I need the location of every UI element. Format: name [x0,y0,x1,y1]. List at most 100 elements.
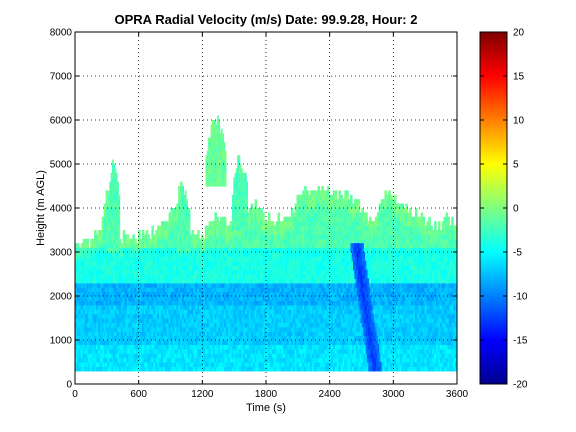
velocity-cell [214,348,217,354]
velocity-cell [208,291,212,297]
velocity-cell [246,274,250,279]
velocity-cell [178,287,181,293]
velocity-cell [151,247,154,253]
velocity-cell [99,322,103,328]
velocity-cell [220,318,223,323]
velocity-cell [285,252,288,257]
velocity-cell [260,287,263,293]
velocity-cell [237,278,240,284]
velocity-cell [202,238,206,244]
velocity-cell [325,309,328,315]
velocity-cell [346,287,349,293]
velocity-cell [208,269,212,275]
velocity-cell [313,335,317,341]
velocity-cell [159,269,162,275]
velocity-cell [99,274,103,279]
velocity-cell [267,269,271,275]
velocity-cell [185,340,189,345]
velocity-cell [246,348,250,354]
velocity-cell [264,291,267,297]
velocity-cell [285,282,288,288]
velocity-cell [304,353,307,359]
velocity-cell [208,243,212,249]
velocity-cell [271,265,275,271]
velocity-cell [214,221,217,227]
velocity-cell [170,296,174,301]
velocity-cell [306,199,309,205]
velocity-cell [241,357,244,363]
velocity-cell [75,252,78,257]
velocity-cell [157,335,160,341]
velocity-cell [344,269,347,275]
velocity-cell [266,357,269,363]
velocity-cell [235,282,238,288]
velocity-cell [256,208,259,213]
velocity-cell [149,366,152,372]
velocity-cell [321,331,324,337]
velocity-cell [220,234,223,240]
velocity-cell [136,296,139,301]
velocity-cell [321,199,324,205]
velocity-cell [103,260,107,266]
velocity-cell [99,238,103,244]
velocity-cell [267,362,271,367]
velocity-cell [201,296,204,301]
velocity-cell [216,309,219,315]
velocity-cell [170,300,174,306]
velocity-cell [138,348,141,354]
velocity-cell [264,252,267,257]
velocity-cell [94,340,97,345]
velocity-cell [181,300,185,306]
velocity-cell [197,238,200,244]
velocity-cell [172,300,175,306]
velocity-cell [212,357,216,363]
velocity-cell [323,282,326,288]
velocity-cell [225,260,229,266]
velocity-cell [132,309,135,315]
velocity-cell [151,230,154,235]
velocity-cell [336,199,340,205]
velocity-cell [311,322,315,328]
velocity-cell [273,278,277,284]
velocity-cell [113,335,116,341]
velocity-cell [308,208,311,213]
velocity-cell [103,313,107,319]
velocity-cell [231,335,235,341]
velocity-cell [327,353,330,359]
velocity-cell [193,348,196,354]
velocity-cell [288,269,292,275]
velocity-cell [248,256,252,262]
velocity-cell [311,265,315,271]
velocity-cell [155,353,158,359]
velocity-cell [321,313,324,319]
velocity-cell [292,318,296,323]
velocity-cell [239,274,242,279]
velocity-cell [99,357,103,363]
velocity-cell [266,296,269,301]
velocity-cell [147,340,151,345]
velocity-cell [208,234,212,240]
velocity-cell [340,243,343,249]
velocity-cell [248,340,252,345]
velocity-cell [329,353,332,359]
velocity-cell [145,348,149,354]
velocity-cell [141,313,145,319]
velocity-cell [204,313,208,319]
velocity-cell [172,313,175,319]
velocity-cell [94,274,97,279]
velocity-cell [168,216,172,222]
velocity-cell [306,190,309,196]
velocity-cell [302,260,305,266]
velocity-cell [260,353,263,359]
velocity-cell [189,344,193,350]
velocity-cell [344,265,347,271]
velocity-cell [241,230,244,235]
velocity-cell [319,230,322,235]
velocity-cell [164,322,168,328]
velocity-cell [300,318,303,323]
velocity-cell [124,278,128,284]
velocity-cell [229,331,233,337]
velocity-cell [323,243,326,249]
velocity-cell [254,247,258,253]
velocity-cell [220,269,223,275]
